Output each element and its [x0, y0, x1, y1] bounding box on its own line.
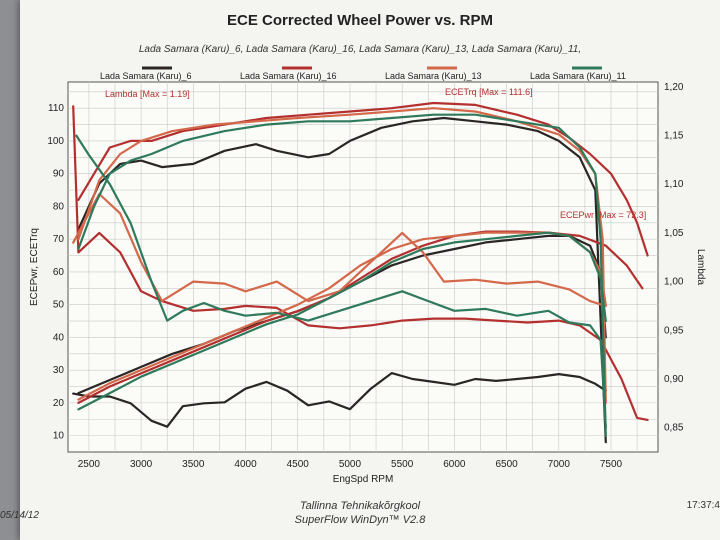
y-left-tick-label: 30: [53, 365, 65, 376]
chart-title: ECE Corrected Wheel Power vs. RPM: [227, 12, 493, 29]
x-tick-label: 5000: [339, 459, 362, 470]
y-left-axis-title: ECEPwr, ECETrq: [29, 228, 40, 306]
y-right-axis-title: Lambda: [695, 249, 706, 286]
y-right-tick-label: 1,10: [664, 179, 684, 190]
lambda-line: [72, 105, 649, 421]
y-right-tick-label: 1,00: [664, 277, 684, 288]
y-left-tick-label: 70: [53, 234, 65, 245]
y-right-tick-label: 0,90: [664, 374, 684, 385]
x-axis-title: EngSpd RPM: [333, 474, 394, 485]
torque-line: [77, 107, 607, 404]
y-left-tick-label: 50: [53, 300, 65, 311]
chart-subtitle: Lada Samara (Karu)_6, Lada Samara (Karu)…: [138, 44, 582, 55]
y-right-tick-label: 0,95: [664, 325, 684, 336]
annotation-ecetrq-max: ECETrq [Max = 111.6]: [445, 87, 533, 97]
x-tick-label: 6500: [495, 459, 518, 470]
print-date: 05/14/12: [0, 510, 39, 521]
y-right-tick-label: 1,15: [664, 131, 684, 142]
x-tick-label: 6000: [443, 459, 466, 470]
x-tick-label: 7500: [600, 459, 623, 470]
y-right-tick-label: 0,85: [664, 423, 684, 434]
legend-label: Lada Samara (Karu)_6: [100, 71, 192, 81]
torque-line: [77, 101, 649, 257]
x-tick-label: 4000: [234, 459, 257, 470]
annotation-ecepwr-max: ECEPwr [Max = 72.3]: [560, 210, 646, 220]
y-left-tick-label: 40: [53, 332, 65, 343]
power-line: [77, 231, 607, 411]
x-tick-label: 3000: [130, 459, 153, 470]
y-right-tick-label: 1,20: [664, 82, 684, 93]
y-right-tick-label: 1,05: [664, 228, 684, 239]
y-left-tick-label: 60: [53, 267, 65, 278]
y-left-tick-label: 20: [53, 398, 65, 409]
footer-institution: Tallinna Tehnikakõrgkool: [299, 500, 421, 512]
y-left-tick-label: 80: [53, 201, 65, 212]
y-left-tick-label: 90: [53, 169, 65, 180]
x-tick-label: 7000: [548, 459, 571, 470]
footer-software: SuperFlow WinDyn™ V2.8: [294, 514, 426, 526]
y-left-tick-label: 10: [53, 431, 65, 442]
x-tick-label: 2500: [78, 459, 101, 470]
y-left-tick-label: 100: [47, 136, 64, 147]
lambda-line: [72, 372, 607, 428]
lambda-line: [75, 134, 607, 429]
legend-label: Lada Samara (Karu)_13: [385, 71, 482, 81]
torque-line: [77, 113, 607, 437]
torque-line: [77, 116, 607, 444]
x-tick-label: 3500: [182, 459, 205, 470]
legend-label: Lada Samara (Karu)_16: [240, 71, 337, 81]
x-tick-label: 4500: [287, 459, 310, 470]
print-time: 17:37:4: [686, 500, 720, 511]
power-line: [77, 230, 644, 404]
y-left-tick-label: 110: [48, 103, 64, 114]
legend-label: Lada Samara (Karu)_11: [530, 71, 626, 81]
plot-area: [67, 81, 659, 453]
x-tick-label: 5500: [391, 459, 414, 470]
annotation-lambda-max: Lambda [Max = 1.19]: [105, 89, 190, 99]
